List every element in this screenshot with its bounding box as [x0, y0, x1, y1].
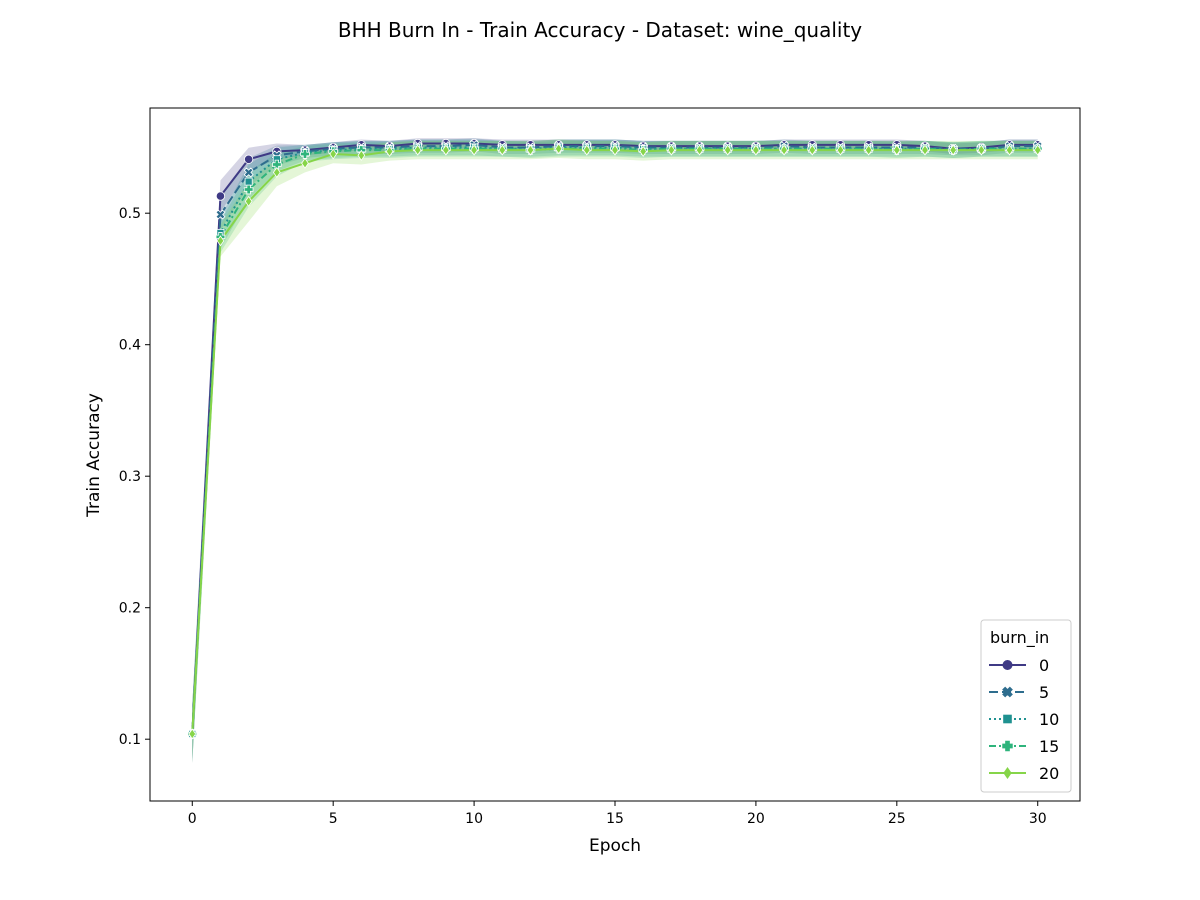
chart-title: BHH Burn In - Train Accuracy - Dataset: … [338, 18, 862, 42]
confidence-bands [192, 138, 1038, 763]
x-axis-label: Epoch [589, 836, 641, 856]
marker-burn-in-5 [215, 209, 226, 220]
legend-label-10: 10 [1039, 710, 1059, 729]
y-tick-label: 0.3 [119, 469, 141, 485]
marker-burn-in-20 [1033, 144, 1042, 156]
band-burn-in-20 [192, 139, 1038, 763]
legend-label-15: 15 [1039, 737, 1059, 756]
marker-burn-in-0 [215, 191, 226, 201]
line-burn-in-0 [191, 142, 1038, 734]
marker-burn-in-20 [244, 195, 253, 207]
line-burn-in-10 [191, 146, 1038, 734]
legend-title: burn_in [990, 628, 1049, 648]
marker-burn-in-20 [272, 166, 281, 178]
marker-burn-in-20 [442, 144, 450, 156]
marker-burn-in-20 [357, 149, 366, 161]
marker-burn-in-20 [723, 144, 732, 156]
legend: burn_in 0 5 10 15 20 [980, 619, 1072, 793]
x-tick-label: 25 [888, 811, 906, 827]
line-burn-in-5 [191, 143, 1038, 734]
marker-burn-in-20 [808, 144, 817, 156]
x-tick-label: 10 [465, 811, 483, 827]
legend-label-0: 0 [1039, 656, 1049, 675]
line-burn-in-20 [191, 147, 1038, 734]
marker-burn-in-20 [470, 144, 478, 156]
y-axis-label: Train Accuracy [84, 393, 104, 518]
series-lines [191, 142, 1038, 734]
y-tick-label: 0.1 [119, 732, 141, 748]
marker-burn-in-20 [949, 144, 958, 156]
marker-burn-in-20 [216, 235, 225, 247]
marker-burn-in-15 [272, 159, 282, 170]
x-tick-label: 15 [606, 811, 624, 827]
marker-burn-in-20 [329, 148, 338, 160]
marker-burn-in-20 [385, 145, 394, 157]
marker-burn-in-20 [554, 143, 563, 155]
legend-label-5: 5 [1039, 683, 1049, 702]
marker-burn-in-20 [301, 157, 309, 169]
y-tick-label: 0.5 [119, 206, 141, 222]
marker-burn-in-15 [300, 149, 310, 159]
y-axis-ticks: 0.1 0.2 0.3 0.4 0.5 [119, 206, 150, 748]
marker-burn-in-20 [752, 144, 760, 156]
x-tick-label: 30 [1029, 811, 1047, 827]
line-burn-in-15 [191, 147, 1038, 734]
band-burn-in-10 [192, 139, 1038, 763]
series-markers [187, 138, 1043, 740]
marker-burn-in-20 [977, 144, 986, 156]
marker-burn-in-20 [836, 144, 845, 156]
x-tick-label: 20 [747, 811, 765, 827]
legend-marker-0 [1002, 660, 1013, 671]
legend-marker-10 [1003, 714, 1012, 724]
marker-burn-in-15 [243, 184, 254, 195]
marker-burn-in-20 [582, 144, 591, 156]
marker-burn-in-20 [864, 144, 873, 156]
y-tick-label: 0.2 [119, 601, 141, 617]
marker-burn-in-10 [244, 177, 253, 186]
legend-marker-5 [1002, 686, 1013, 698]
x-axis-ticks: 0 5 10 15 20 25 30 [188, 801, 1047, 827]
marker-burn-in-20 [892, 144, 901, 156]
band-burn-in-0 [192, 138, 1038, 763]
band-burn-in-5 [192, 138, 1038, 763]
band-burn-in-15 [192, 140, 1038, 763]
marker-burn-in-20 [1005, 144, 1014, 156]
x-tick-label: 5 [329, 811, 338, 827]
marker-burn-in-20 [498, 144, 507, 156]
marker-burn-in-20 [188, 728, 197, 740]
legend-label-20: 20 [1039, 764, 1059, 783]
marker-burn-in-20 [667, 144, 676, 156]
legend-marker-20 [1003, 767, 1012, 779]
marker-burn-in-20 [780, 144, 788, 156]
marker-burn-in-0 [244, 154, 254, 164]
y-tick-label: 0.4 [119, 338, 141, 354]
marker-burn-in-20 [413, 144, 422, 156]
marker-burn-in-20 [611, 144, 619, 156]
marker-burn-in-5 [243, 167, 254, 178]
marker-burn-in-20 [695, 144, 704, 156]
x-tick-label: 0 [188, 811, 197, 827]
legend-marker-15 [1002, 740, 1013, 752]
plot-frame [149, 107, 1081, 802]
marker-burn-in-20 [921, 144, 929, 156]
marker-burn-in-20 [526, 144, 535, 156]
marker-burn-in-20 [639, 145, 648, 157]
